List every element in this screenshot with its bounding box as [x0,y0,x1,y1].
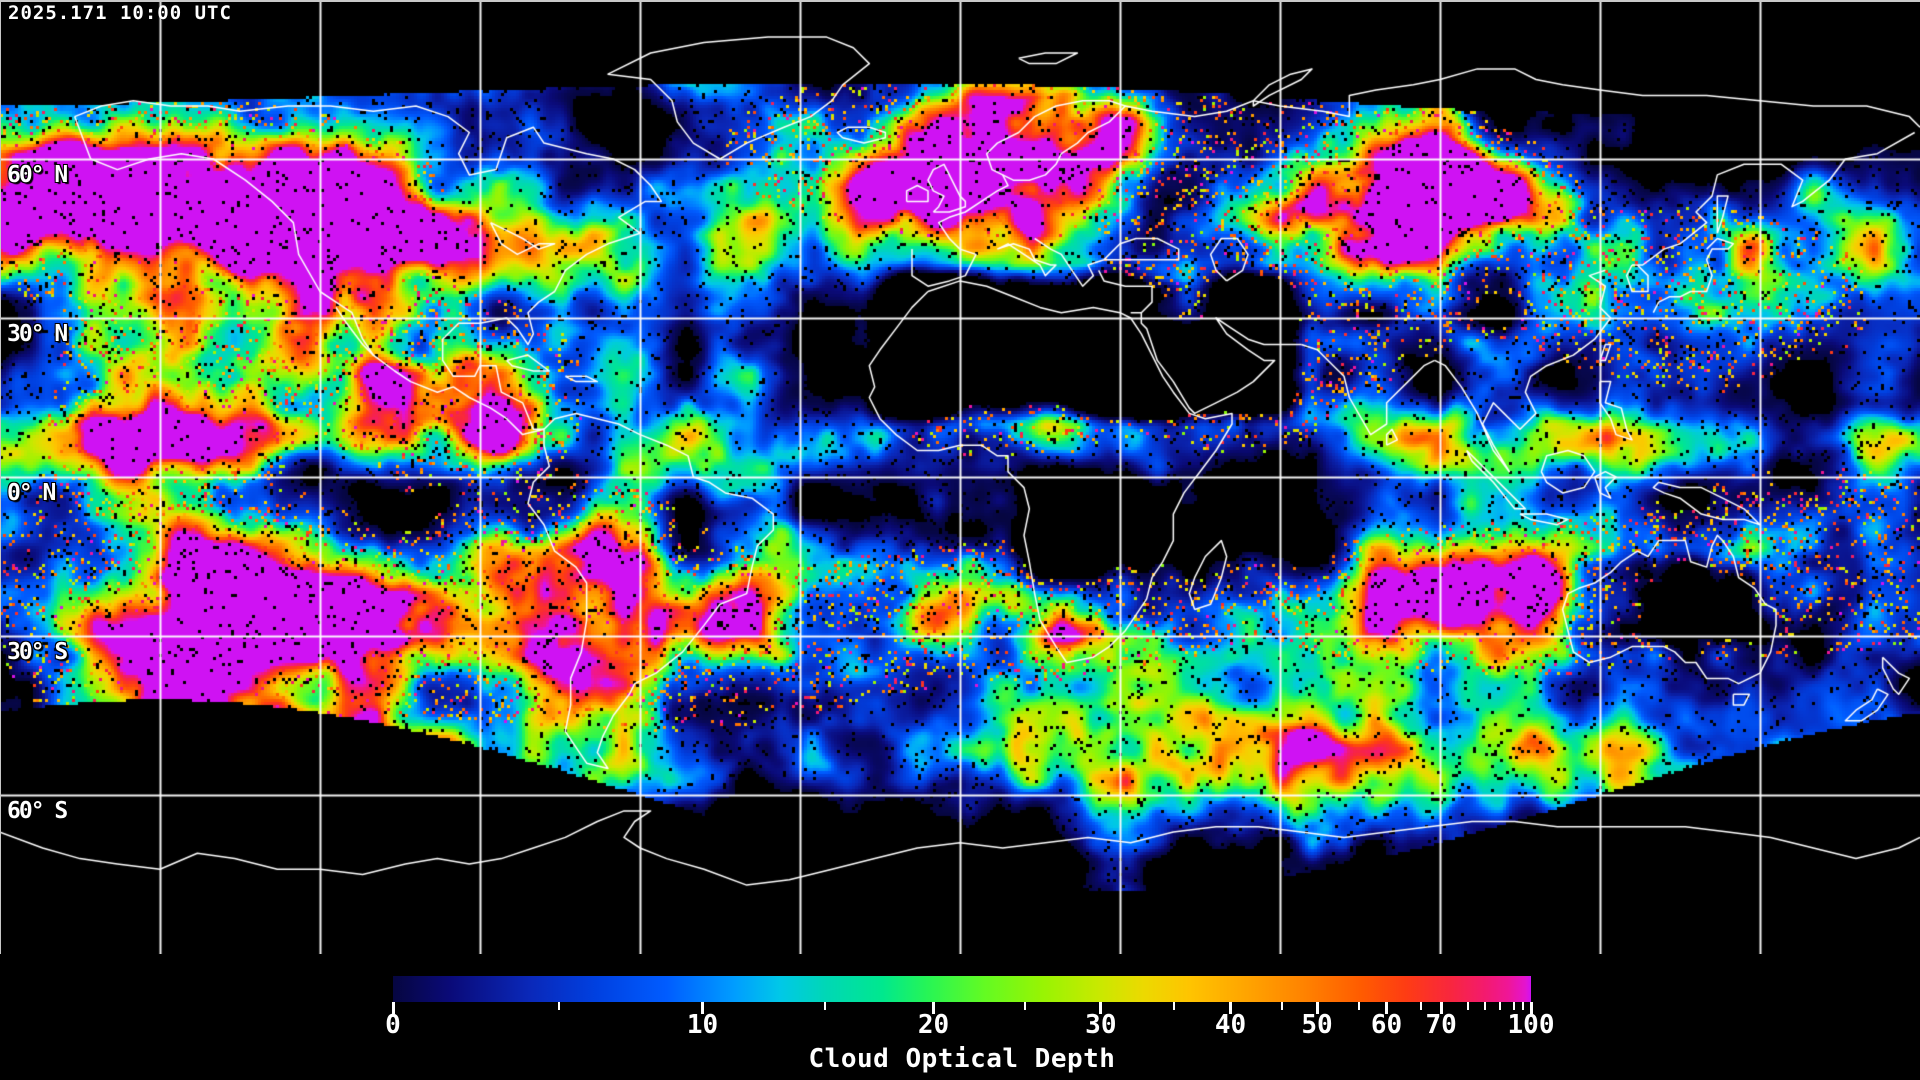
colorbar-tick-label: 20 [917,1010,950,1040]
colorbar-tick-label: 50 [1301,1010,1333,1040]
colorbar-tick-label: 100 [1507,1010,1555,1040]
colorbar-tick-label: 30 [1085,1010,1117,1040]
colorbar-minor-tick [1023,1002,1026,1010]
colorbar-minor-tick [1172,1002,1175,1010]
timestamp-label: 2025.171 10:00 UTC [8,2,232,24]
colorbar-minor-tick [1419,1002,1422,1010]
map-top-frame-line [0,0,1920,2]
colorbar-minor-tick [1499,1002,1502,1010]
colorbar-major-tick [1439,1002,1443,1014]
colorbar-major-tick [391,1002,395,1014]
colorbar-minor-tick [824,1002,827,1010]
map-left-frame-line [0,0,1,954]
colorbar-gradient [393,976,1531,1002]
colorbar-title: Cloud Optical Depth [808,1044,1116,1074]
colorbar-major-tick [1315,1002,1319,1014]
colorbar-tick-label: 60 [1370,1010,1403,1040]
colorbar-tick-label: 10 [686,1010,719,1040]
colorbar-major-tick [701,1002,705,1014]
colorbar-minor-tick [1467,1002,1470,1010]
colorbar-tick-label: 70 [1425,1010,1457,1040]
colorbar-major-tick [1099,1002,1103,1014]
colorbar-major-tick [1229,1002,1233,1014]
colorbar-minor-tick [1280,1002,1283,1010]
colorbar-major-tick [1529,1002,1533,1014]
colorbar-tick-label: 40 [1214,1010,1247,1040]
colorbar-minor-tick [1512,1002,1515,1010]
world-cloud-optical-depth-map [0,0,1920,954]
colorbar-minor-tick [1522,1002,1525,1010]
latitude-label-60n: 60° N [7,162,68,188]
colorbar-minor-tick [1484,1002,1487,1010]
colorbar-minor-tick [558,1002,561,1010]
colorbar-major-tick [1384,1002,1388,1014]
colorbar-major-tick [932,1002,936,1014]
colorbar-minor-tick [1358,1002,1361,1010]
latitude-label-60s: 60° S [7,798,68,824]
latitude-label-30n: 30° N [7,321,68,347]
latitude-label-30s: 30° S [7,639,68,665]
colorbar-tick-label: 0 [385,1010,401,1040]
latitude-label-0n: 0° N [7,480,56,506]
